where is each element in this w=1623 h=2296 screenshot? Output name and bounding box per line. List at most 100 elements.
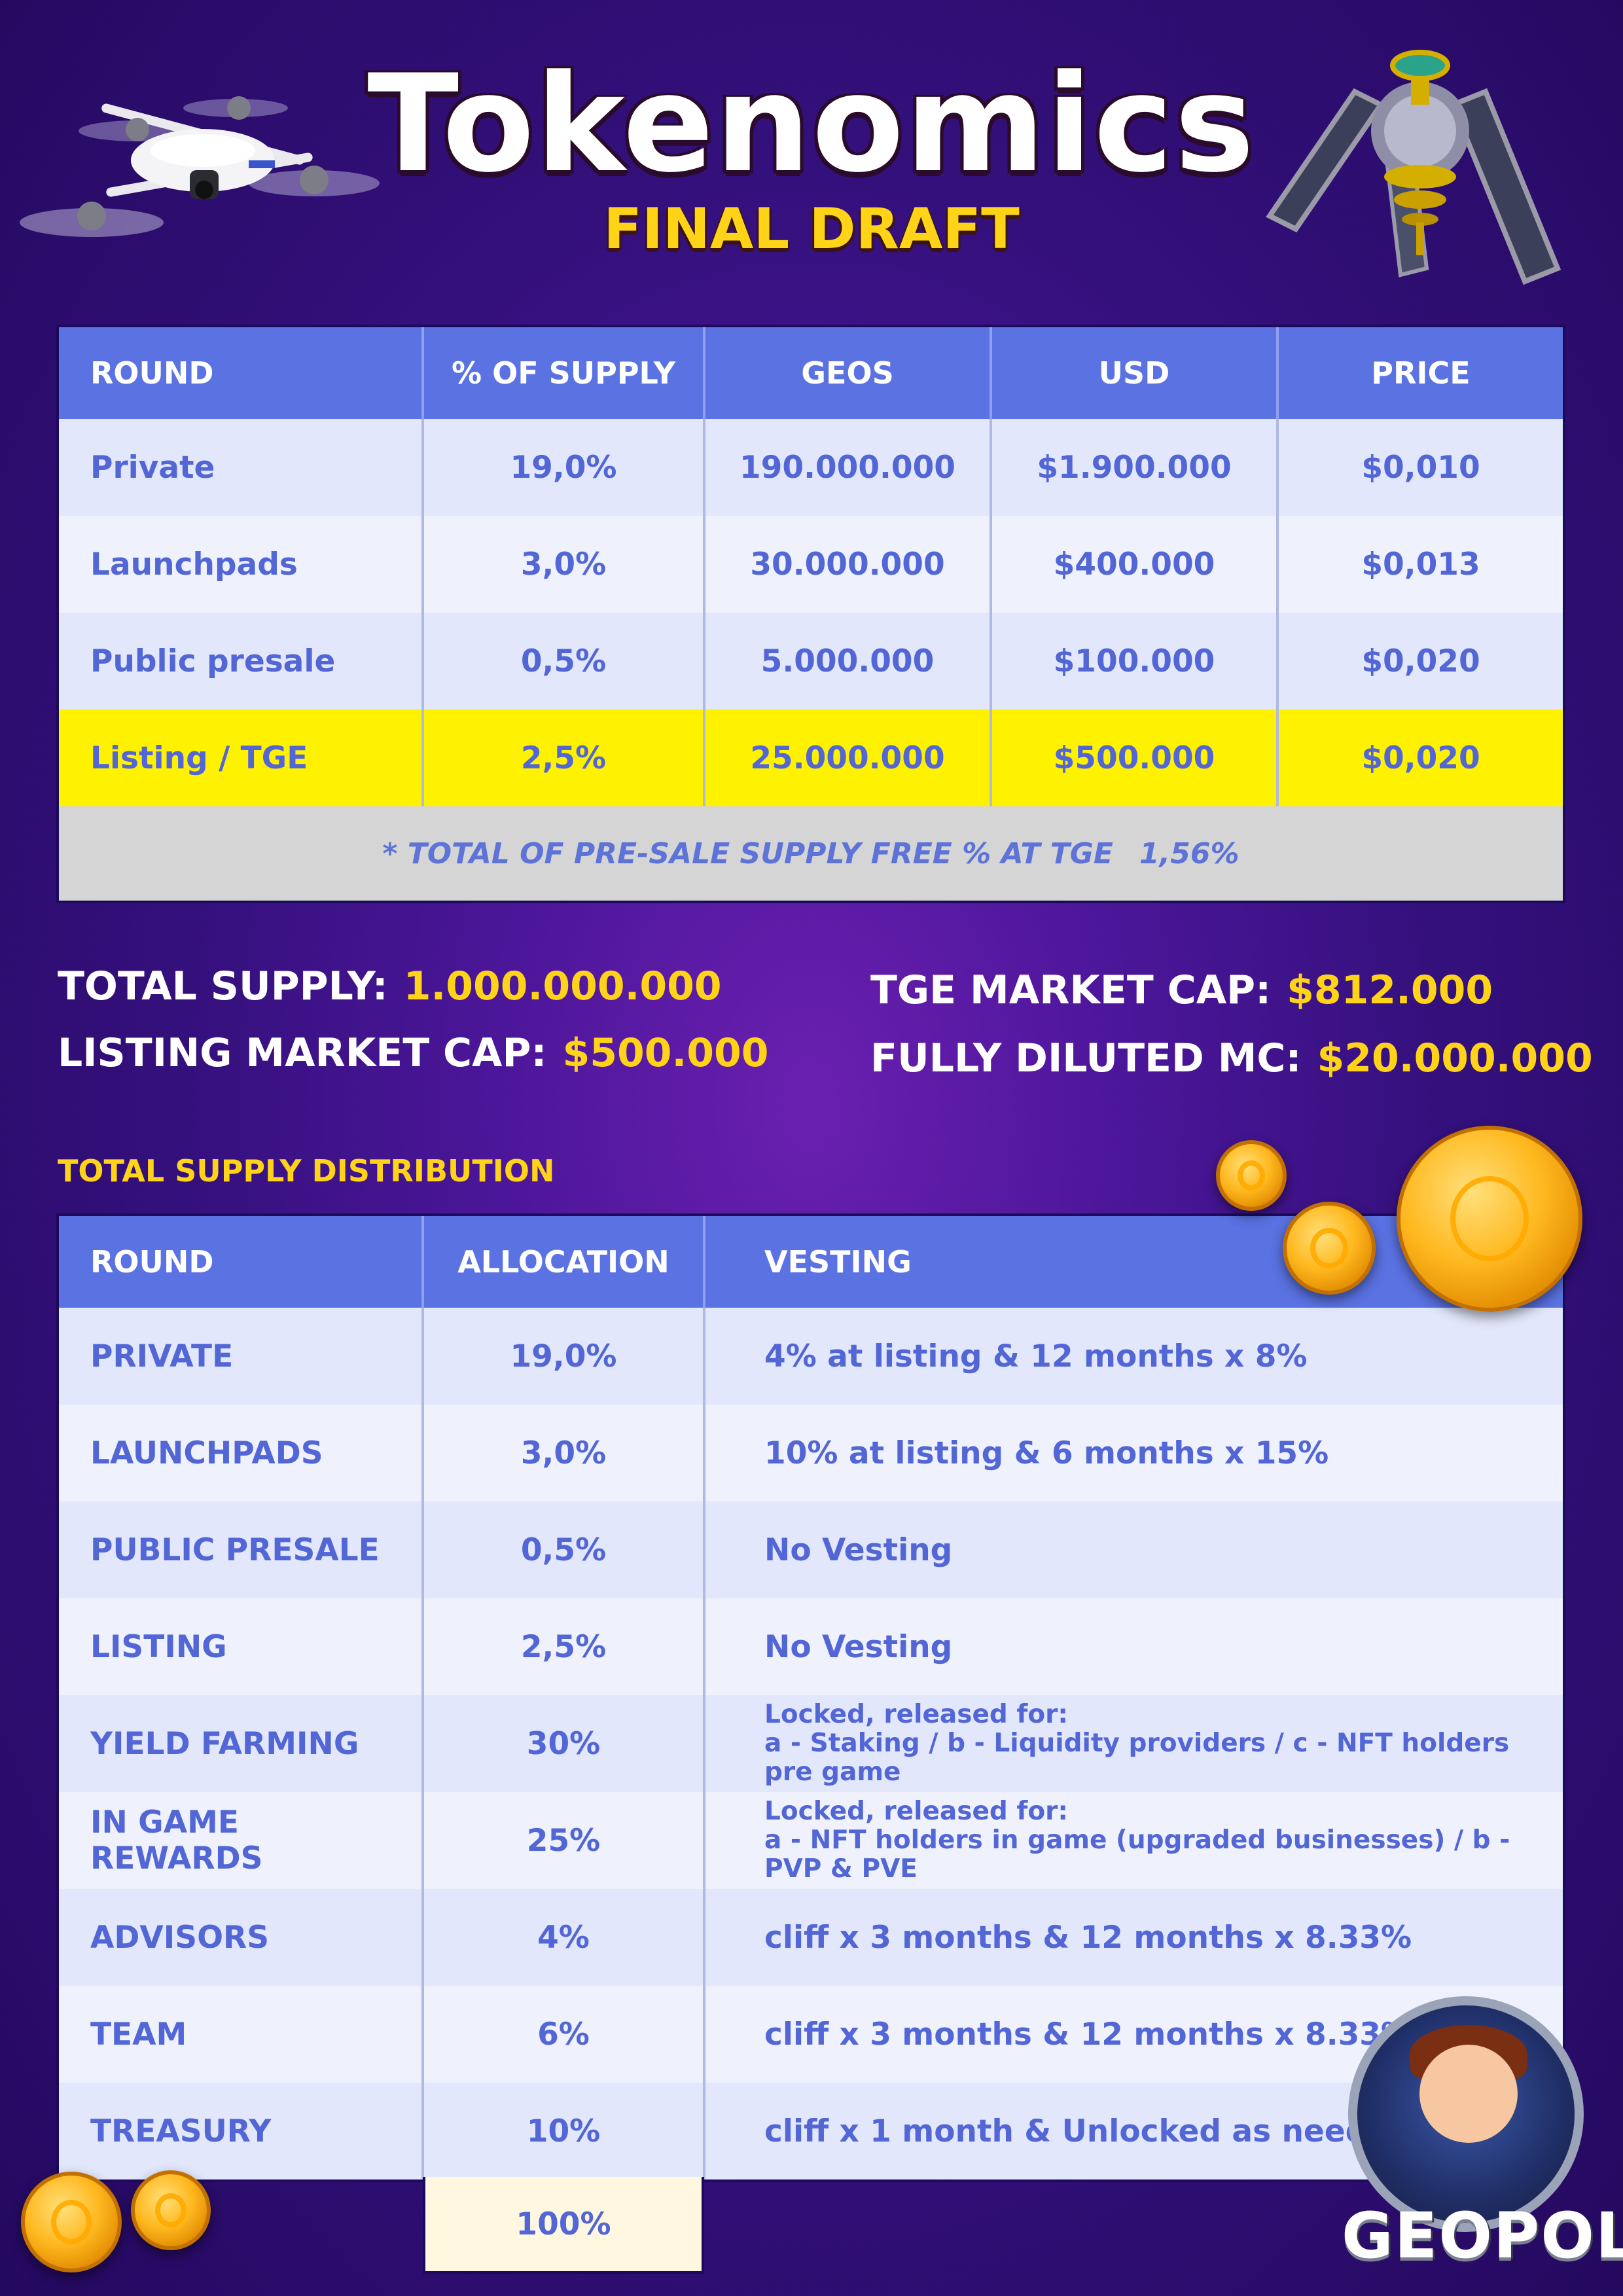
supply-percent: 19,0%: [424, 419, 705, 516]
col-price: PRICE: [1279, 327, 1563, 419]
allocation: 4%: [424, 1889, 705, 1986]
round-name: Private: [59, 419, 424, 516]
total-supply-value: 1.000.000.000: [403, 963, 722, 1009]
round-name: PRIVATE: [59, 1308, 424, 1405]
footnote-label: * TOTAL OF PRE-SALE SUPPLY FREE % AT TGE: [382, 836, 1113, 870]
tge-mc-label: TGE MARKET CAP:: [870, 967, 1272, 1013]
token-price: $0,010: [1279, 419, 1563, 516]
table-row: ADVISORS 4% cliff x 3 months & 12 months…: [59, 1889, 1563, 1986]
round-name: LAUNCHPADS: [59, 1405, 424, 1501]
listing-mc-label: LISTING MARKET CAP:: [58, 1030, 547, 1076]
token-price: $0,020: [1279, 709, 1563, 806]
round-name: Listing / TGE: [59, 709, 424, 806]
listing-mc-value: $500.000: [562, 1030, 769, 1076]
vesting: 4% at listing & 12 months x 8%: [705, 1308, 1563, 1405]
coin-icon: [1397, 1126, 1582, 1312]
vesting-line: Locked, released for:: [764, 1700, 1068, 1729]
round-name: IN GAME REWARDS: [59, 1792, 424, 1889]
page-title: Tokenomics: [367, 46, 1256, 202]
allocation: 6%: [424, 1986, 705, 2083]
listing-market-cap-stat: LISTING MARKET CAP: $500.000: [58, 1030, 768, 1076]
allocation: 10%: [424, 2083, 705, 2179]
usd-amount: $100.000: [992, 613, 1279, 709]
table-row: LISTING 2,5% No Vesting: [59, 1598, 1563, 1695]
round-name: ADVISORS: [59, 1889, 424, 1986]
table-row: TEAM 6% cliff x 3 months & 12 months x 8…: [59, 1986, 1563, 2083]
vesting-line: Locked, released for:: [764, 1797, 1068, 1826]
col-round: ROUND: [59, 1216, 424, 1308]
distribution-section-label: TOTAL SUPPLY DISTRIBUTION: [58, 1153, 555, 1189]
round-name: YIELD FARMING: [59, 1695, 424, 1792]
geos-amount: 25.000.000: [705, 709, 992, 806]
coin-icon: [1283, 1202, 1376, 1295]
vesting-line: a - NFT holders in game (upgraded busine…: [764, 1825, 1510, 1884]
supply-percent: 3,0%: [424, 516, 705, 613]
vesting: No Vesting: [705, 1598, 1563, 1695]
table-row-highlighted: Listing / TGE 2,5% 25.000.000 $500.000 $…: [59, 709, 1563, 806]
tge-market-cap-stat: TGE MARKET CAP: $812.000: [870, 967, 1493, 1013]
coin-icon: [1216, 1140, 1287, 1211]
fdmc-label: FULLY DILUTED MC:: [870, 1035, 1302, 1081]
col-percent-supply: % OF SUPPLY: [424, 327, 705, 419]
round-name: Launchpads: [59, 516, 424, 613]
table-row: PRIVATE 19,0% 4% at listing & 12 months …: [59, 1308, 1563, 1405]
col-usd: USD: [992, 327, 1279, 419]
table-row: Public presale 0,5% 5.000.000 $100.000 $…: [59, 613, 1563, 709]
token-price: $0,020: [1279, 613, 1563, 709]
mascot-icon: [1348, 1996, 1584, 2232]
allocation: 25%: [424, 1792, 705, 1889]
vesting: Locked, released for: a - Staking / b - …: [705, 1695, 1563, 1792]
usd-amount: $1.900.000: [992, 419, 1279, 516]
fdmc-value: $20.000.000: [1317, 1035, 1593, 1081]
allocation: 19,0%: [424, 1308, 705, 1405]
geos-amount: 5.000.000: [705, 613, 992, 709]
coin-icon: [131, 2170, 211, 2250]
table-row: IN GAME REWARDS 25% Locked, released for…: [59, 1792, 1563, 1889]
table-header: ROUND % OF SUPPLY GEOS USD PRICE: [59, 327, 1563, 419]
round-name: PUBLIC PRESALE: [59, 1501, 424, 1598]
presale-footnote: * TOTAL OF PRE-SALE SUPPLY FREE % AT TGE…: [59, 806, 1563, 901]
fully-diluted-mc-stat: FULLY DILUTED MC: $20.000.000: [870, 1035, 1593, 1081]
table-row: Private 19,0% 190.000.000 $1.900.000 $0,…: [59, 419, 1563, 516]
round-name: TEAM: [59, 1986, 424, 2083]
total-supply-label: TOTAL SUPPLY:: [58, 963, 388, 1009]
round-name: TREASURY: [59, 2083, 424, 2179]
total-allocation: 100%: [423, 2177, 704, 2274]
round-name: LISTING: [59, 1598, 424, 1695]
tge-mc-value: $812.000: [1287, 967, 1493, 1013]
vesting: cliff x 3 months & 12 months x 8.33%: [705, 1889, 1563, 1986]
table-row: TREASURY 10% cliff x 1 month & Unlocked …: [59, 2083, 1563, 2179]
geos-amount: 190.000.000: [705, 419, 992, 516]
geos-amount: 30.000.000: [705, 516, 992, 613]
table-row: LAUNCHPADS 3,0% 10% at listing & 6 month…: [59, 1405, 1563, 1501]
allocation: 3,0%: [424, 1405, 705, 1501]
vesting-line: a - Staking / b - Liquidity providers / …: [764, 1729, 1510, 1787]
supply-percent: 2,5%: [424, 709, 705, 806]
geopoly-logo: GEOPOLY: [1342, 2199, 1623, 2272]
allocation: 2,5%: [424, 1598, 705, 1695]
page-subtitle: FINAL DRAFT: [603, 196, 1020, 262]
round-name: Public presale: [59, 613, 424, 709]
usd-amount: $400.000: [992, 516, 1279, 613]
col-allocation: ALLOCATION: [424, 1216, 705, 1308]
usd-amount: $500.000: [992, 709, 1279, 806]
vesting: No Vesting: [705, 1501, 1563, 1598]
distribution-table: ROUND ALLOCATION VESTING PRIVATE 19,0% 4…: [56, 1213, 1565, 2182]
col-round: ROUND: [59, 327, 424, 419]
coin-icon: [21, 2172, 122, 2272]
satellite-icon: [1266, 50, 1561, 285]
table-row: YIELD FARMING 30% Locked, released for: …: [59, 1695, 1563, 1792]
total-supply-stat: TOTAL SUPPLY: 1.000.000.000: [58, 963, 722, 1009]
vesting: 10% at listing & 6 months x 15%: [705, 1405, 1563, 1501]
col-geos: GEOS: [705, 327, 992, 419]
footnote-value: 1,56%: [1139, 836, 1240, 870]
round-table: ROUND % OF SUPPLY GEOS USD PRICE Private…: [56, 325, 1565, 903]
token-price: $0,013: [1279, 516, 1563, 613]
allocation: 30%: [424, 1695, 705, 1792]
drone-icon: [20, 96, 380, 237]
table-row: Launchpads 3,0% 30.000.000 $400.000 $0,0…: [59, 516, 1563, 613]
allocation: 0,5%: [424, 1501, 705, 1598]
supply-percent: 0,5%: [424, 613, 705, 709]
table-row: PUBLIC PRESALE 0,5% No Vesting: [59, 1501, 1563, 1598]
vesting: Locked, released for: a - NFT holders in…: [705, 1792, 1563, 1889]
